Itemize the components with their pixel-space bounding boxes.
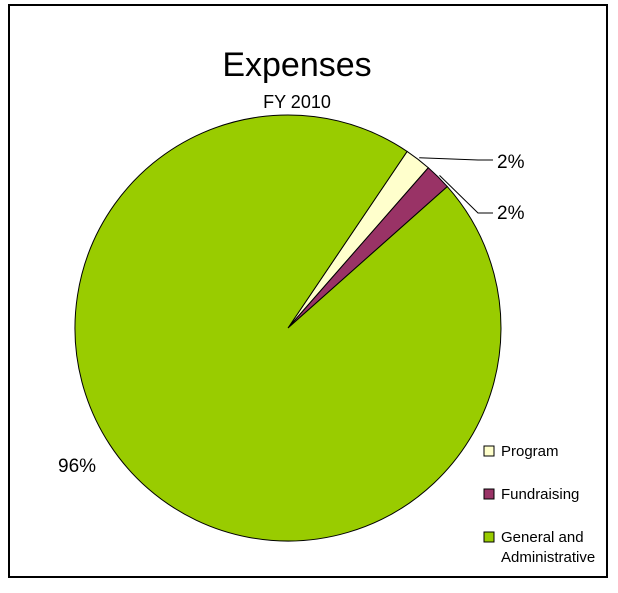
pie-slices <box>74 114 502 542</box>
pie-slice-general-and-administrative <box>74 114 502 542</box>
legend-label-fundraising: Fundraising <box>501 486 579 503</box>
legend-label-general-and-administrative: General and Administrative <box>501 529 595 566</box>
leader-line-program <box>419 157 493 161</box>
pie-chart: 2% 2% 96% Expenses FY 2010 Program Fundrais… <box>58 46 595 566</box>
legend-label-program: Program <box>501 443 559 460</box>
legend-swatch-general-and-administrative <box>483 531 495 543</box>
data-labels: 2% 2% 96% <box>58 152 525 477</box>
leader-lines <box>419 157 493 214</box>
chart-title: Expenses <box>222 46 371 84</box>
data-label-fundraising: 2% <box>497 203 525 224</box>
chart-frame: 2% 2% 96% Expenses FY 2010 Program Fundrais… <box>8 4 608 578</box>
legend: Program Fundraising General and Administrat… <box>483 443 595 566</box>
chart-subtitle: FY 2010 <box>263 92 331 112</box>
leader-line-fundraising <box>439 175 493 214</box>
legend-swatch-program <box>483 445 495 457</box>
data-label-program: 2% <box>497 152 525 173</box>
legend-swatch-fundraising <box>483 488 495 500</box>
data-label-general-and-administrative: 96% <box>58 456 96 477</box>
